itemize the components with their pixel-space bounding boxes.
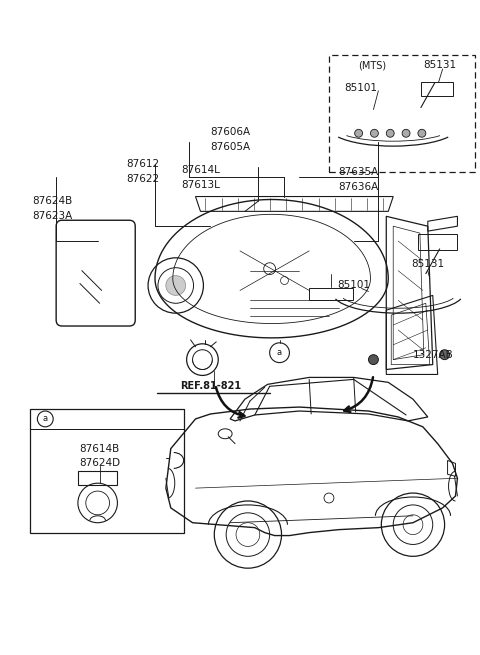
Text: a: a bbox=[43, 415, 48, 423]
Circle shape bbox=[369, 354, 378, 365]
Circle shape bbox=[402, 129, 410, 138]
Circle shape bbox=[386, 129, 394, 138]
Text: 87613L: 87613L bbox=[181, 179, 220, 190]
Text: (MTS): (MTS) bbox=[359, 60, 387, 70]
Text: 85101: 85101 bbox=[337, 280, 370, 290]
Text: 1327AB: 1327AB bbox=[413, 350, 454, 360]
Text: 87623A: 87623A bbox=[32, 212, 72, 221]
Text: 87624B: 87624B bbox=[32, 196, 72, 206]
Bar bbox=[309, 288, 353, 301]
Text: 87614B: 87614B bbox=[80, 443, 120, 453]
Text: 85101: 85101 bbox=[344, 83, 377, 93]
Text: 85131: 85131 bbox=[411, 259, 444, 269]
Circle shape bbox=[355, 129, 362, 138]
Circle shape bbox=[371, 129, 378, 138]
Bar bbox=[78, 472, 118, 485]
Text: 87636A: 87636A bbox=[338, 181, 379, 192]
Text: 85131: 85131 bbox=[423, 60, 456, 70]
Text: 87605A: 87605A bbox=[210, 142, 250, 152]
Circle shape bbox=[440, 350, 450, 360]
Bar bbox=[30, 409, 184, 533]
Text: 87624D: 87624D bbox=[79, 458, 120, 468]
Circle shape bbox=[418, 129, 426, 138]
Text: 87622: 87622 bbox=[127, 174, 160, 184]
Bar bbox=[421, 82, 453, 96]
Text: 87635A: 87635A bbox=[338, 167, 379, 177]
Bar bbox=[418, 234, 457, 250]
Text: 87612: 87612 bbox=[127, 159, 160, 169]
Text: 87606A: 87606A bbox=[210, 127, 250, 138]
Text: REF.81-821: REF.81-821 bbox=[180, 381, 241, 391]
Text: 87614L: 87614L bbox=[181, 165, 220, 175]
Circle shape bbox=[166, 276, 186, 295]
Bar bbox=[30, 409, 184, 429]
Text: a: a bbox=[277, 348, 282, 357]
